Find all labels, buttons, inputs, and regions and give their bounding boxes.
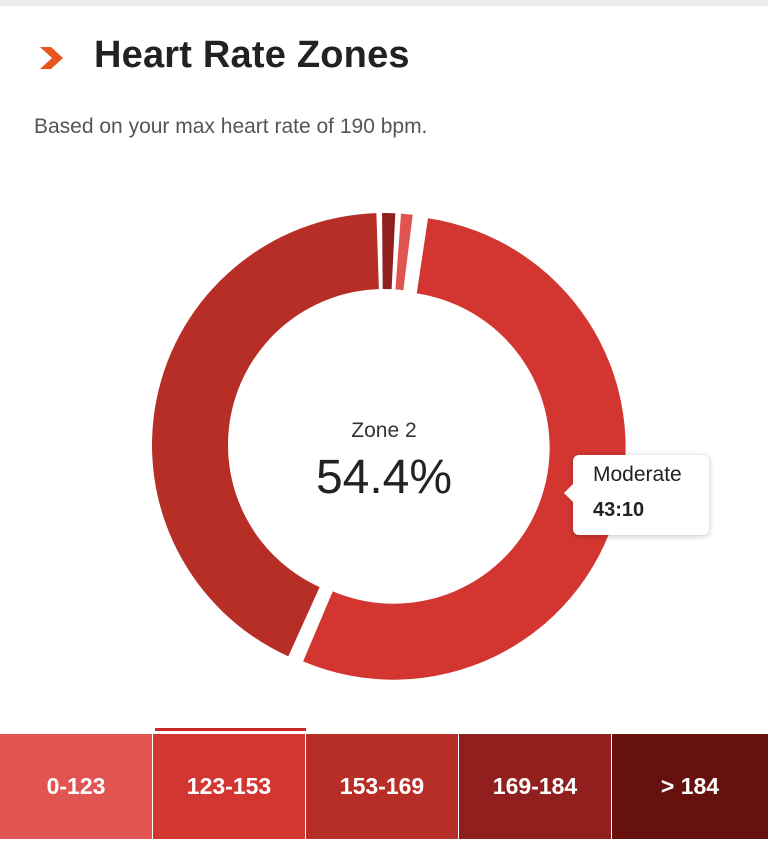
zone-bar: 0-123 123-153 153-169 169-184 > 184 [0,734,768,839]
donut-segment-3[interactable] [151,213,379,657]
donut-segment-1[interactable] [395,213,413,291]
zone-tab-label: 153-169 [339,773,425,799]
zone-tab-2[interactable]: 123-153 [153,734,306,839]
center-percent: 54.4% [315,451,453,504]
zone-tab-1[interactable]: 0-123 [0,734,153,839]
zone-tab-label: 123-153 [186,773,272,799]
zone-tab-label: 0-123 [46,773,106,799]
tooltip-value: 43:10 [593,499,645,521]
selected-zone-indicator [155,728,306,731]
zone-donut-chart[interactable] [0,0,768,720]
page-title: Heart Rate Zones [94,34,410,76]
zone-tooltip: Moderate 43:10 [564,455,709,535]
donut-segment-2[interactable] [303,218,626,680]
zone-tab-4[interactable]: 169-184 [459,734,612,839]
zone-tab-label: > 184 [660,773,720,799]
donut-segment-4[interactable] [382,213,396,290]
center-zone-label: Zone 2 [351,419,417,442]
top-strip [0,0,768,6]
tooltip-label: Moderate [593,463,682,486]
chevron-right-icon [40,47,63,69]
zone-tab-3[interactable]: 153-169 [306,734,459,839]
zone-tab-5[interactable]: > 184 [612,734,768,839]
zone-tab-label: 169-184 [492,773,578,799]
page-subtitle: Based on your max heart rate of 190 bpm. [34,115,428,138]
